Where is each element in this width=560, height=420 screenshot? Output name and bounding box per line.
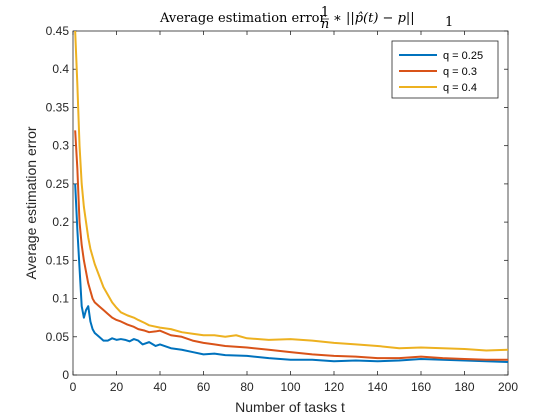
chart-title-frac-num: 1 bbox=[321, 5, 329, 20]
y-tick-label: 0.35 bbox=[46, 100, 70, 114]
series-lines bbox=[74, 30, 509, 363]
chart-title-frac-den: n bbox=[321, 17, 329, 32]
x-tick-label: 120 bbox=[324, 380, 344, 394]
y-tick-label: 0.15 bbox=[46, 253, 70, 267]
chart-title-expr: ∗ ||p̂(t) − p|| bbox=[333, 11, 415, 26]
x-tick-label: 100 bbox=[280, 380, 300, 394]
legend-label-0: q = 0.25 bbox=[443, 50, 483, 62]
legend: q = 0.25 q = 0.3 q = 0.4 bbox=[391, 40, 499, 99]
y-tick-label: 0.1 bbox=[52, 292, 69, 306]
y-tick-label: 0.05 bbox=[46, 330, 70, 344]
series-line-0 bbox=[74, 183, 509, 363]
y-tick-label: 0.4 bbox=[52, 62, 69, 76]
x-tick-label: 80 bbox=[240, 380, 254, 394]
series-line-1 bbox=[74, 130, 508, 361]
x-tick-label: 20 bbox=[110, 380, 124, 394]
y-tick-label: 0 bbox=[62, 368, 69, 382]
legend-box bbox=[391, 40, 499, 99]
x-tick-label: 140 bbox=[367, 380, 387, 394]
legend-label-1: q = 0.3 bbox=[443, 66, 477, 78]
legend-label-2: q = 0.4 bbox=[443, 82, 477, 94]
x-tick-label: 40 bbox=[153, 380, 167, 394]
y-axis-label: Average estimation error bbox=[23, 126, 39, 279]
y-axis: 0 0.05 0.1 0.15 0.2 0.25 0.3 0.35 0.4 0.45 bbox=[46, 24, 508, 382]
x-tick-label: 180 bbox=[454, 380, 474, 394]
x-axis-label: Number of tasks t bbox=[235, 399, 345, 415]
y-tick-label: 0.2 bbox=[52, 215, 69, 229]
y-tick-label: 0.25 bbox=[46, 177, 70, 191]
x-axis: 0 20 40 60 80 100 120 140 160 180 200 bbox=[70, 31, 518, 394]
chart-title-main: Average estimation error bbox=[159, 11, 326, 26]
x-tick-label: 200 bbox=[498, 380, 518, 394]
y-tick-label: 0.3 bbox=[52, 139, 69, 153]
x-tick-label: 160 bbox=[411, 380, 431, 394]
y-tick-label: 0.45 bbox=[46, 24, 70, 38]
chart-title: Average estimation error 1 n ∗ ||p̂(t) −… bbox=[159, 5, 453, 32]
x-tick-label: 60 bbox=[197, 380, 211, 394]
x-tick-label: 0 bbox=[70, 380, 77, 394]
series-line-2 bbox=[74, 30, 509, 352]
chart-title-sub: 1 bbox=[445, 15, 453, 30]
